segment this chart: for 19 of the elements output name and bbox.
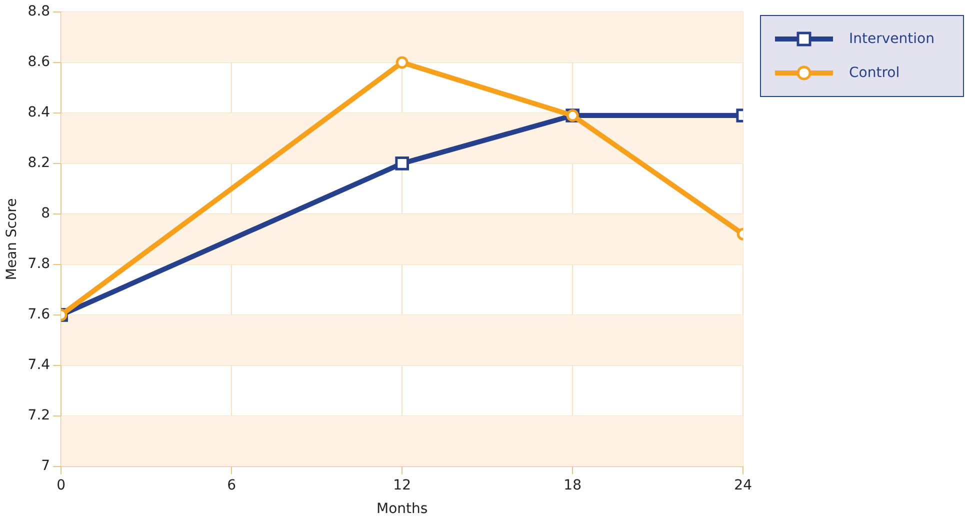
y-tick-label: 7.6 (28, 306, 50, 323)
legend-label: Control (849, 65, 900, 81)
y-tick-label: 8.8 (28, 4, 50, 20)
y-axis-title: Mean Score (4, 198, 20, 280)
x-axis-title: Months (376, 501, 428, 518)
x-tick-label: 12 (393, 477, 411, 494)
y-tick-label: 7.4 (28, 357, 50, 374)
y-tick-label: 8.4 (28, 104, 50, 121)
legend-label: Intervention (849, 31, 934, 47)
x-tick-label: 18 (564, 477, 582, 494)
y-tick-label: 7 (41, 458, 50, 474)
x-tick-label: 0 (56, 477, 66, 494)
y-tick-label: 7.2 (28, 408, 50, 424)
x-tick-label: 24 (734, 477, 752, 494)
x-tick-label: 6 (227, 477, 236, 494)
y-tick-label: 8.2 (28, 155, 50, 172)
y-tick-label: 8 (41, 206, 50, 222)
y-tick-label: 7.8 (28, 256, 50, 272)
y-tick-label: 8.6 (28, 54, 50, 70)
